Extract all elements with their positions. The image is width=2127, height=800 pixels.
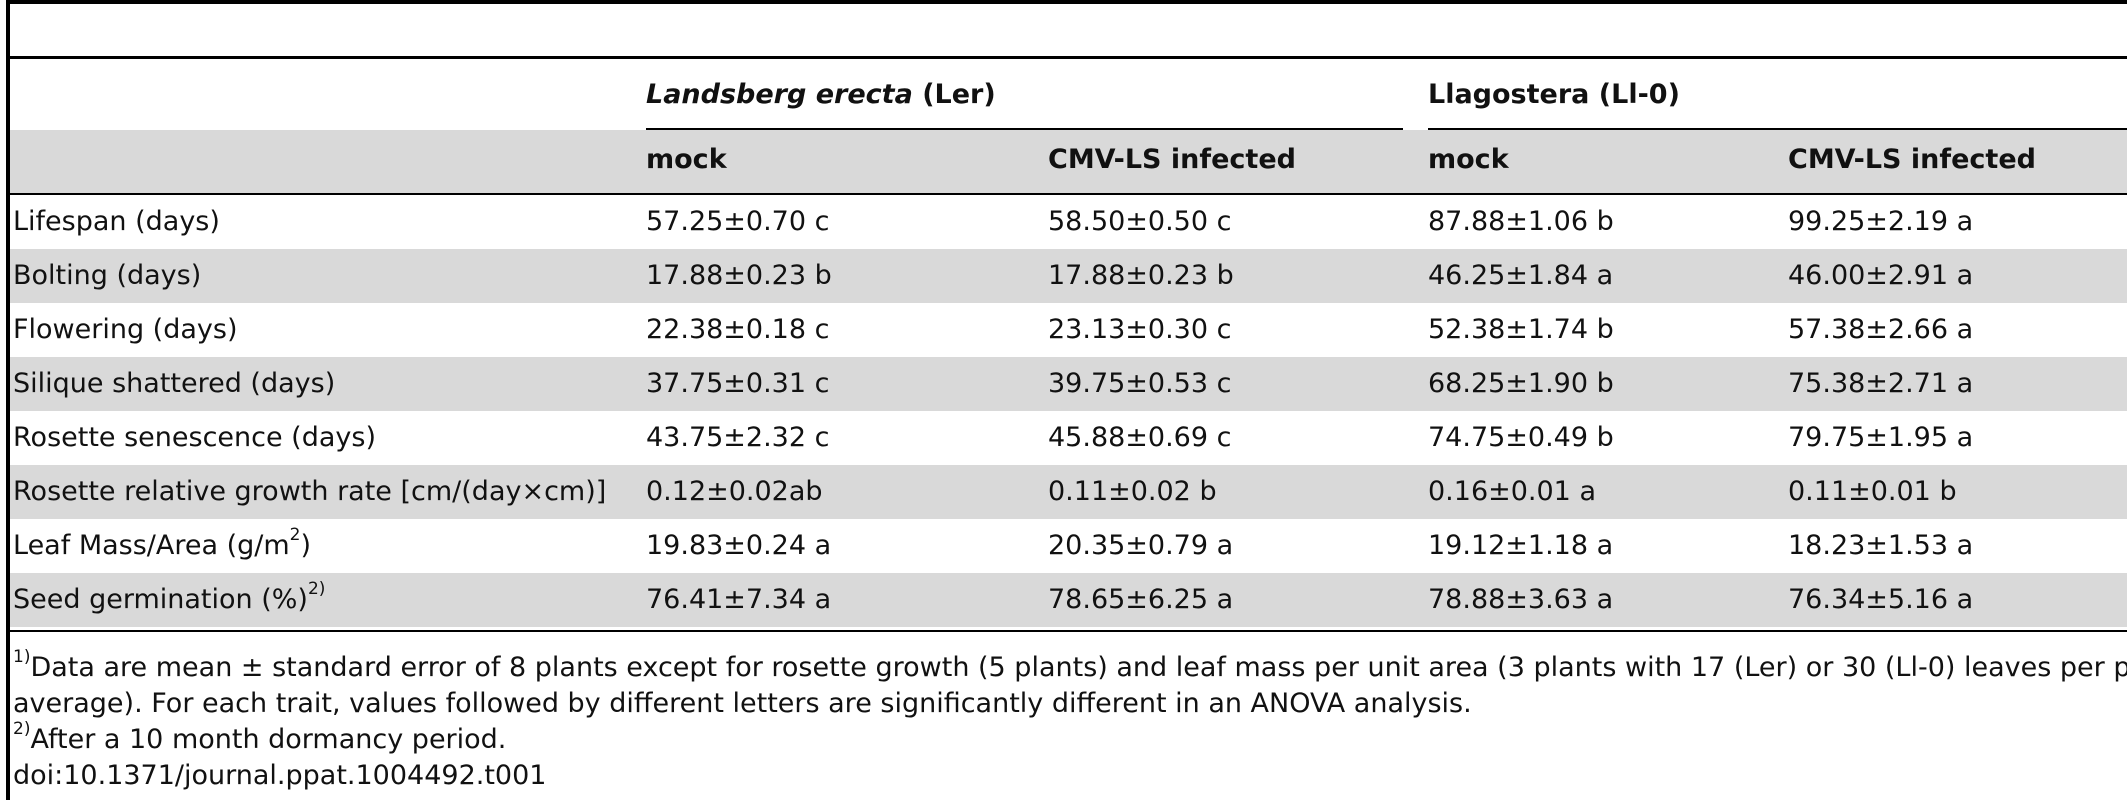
row-value: 45.88±0.69 c [1048,422,1232,453]
row-value: 0.12±0.02ab [646,476,823,507]
row-band [10,465,2127,519]
footnote-line: 2)After a 10 month dormancy period. [13,719,507,756]
row-value: 39.75±0.53 c [1048,368,1232,399]
row-value: 17.88±0.23 b [1048,260,1234,291]
subheader-ler-mock: mock [646,144,727,175]
row-label: Lifespan (days) [13,206,220,237]
row-value: 46.00±2.91 a [1788,260,1974,291]
row-value: 43.75±2.32 c [646,422,830,453]
row-value: 76.41±7.34 a [646,584,832,615]
row-value: 18.23±1.53 a [1788,530,1974,561]
subheader-rule [10,193,2127,195]
row-band [10,573,2127,627]
row-value: 75.38±2.71 a [1788,368,1974,399]
row-value: 57.25±0.70 c [646,206,830,237]
group-header-ler: Landsberg erecta (Ler) [646,79,996,110]
table-bottom-rule [10,630,2127,632]
row-label: Silique shattered (days) [13,368,336,399]
subheader-ler-infected: CMV-LS infected [1048,144,1296,175]
row-value: 79.75±1.95 a [1788,422,1974,453]
table-left-border [6,0,10,800]
row-label: Flowering (days) [13,314,238,345]
row-label: Leaf Mass/Area (g/m2) [13,525,312,562]
row-value: 99.25±2.19 a [1788,206,1974,237]
row-band [10,249,2127,303]
subheader-ll0-mock: mock [1428,144,1509,175]
row-value: 22.38±0.18 c [646,314,830,345]
row-value: 17.88±0.23 b [646,260,832,291]
footnote-line: average). For each trait, values followe… [13,688,1472,719]
row-value: 0.11±0.01 b [1788,476,1957,507]
table-top-rule [10,0,2127,4]
table-header-rule [10,56,2127,59]
row-value: 19.12±1.18 a [1428,530,1614,561]
row-value: 0.11±0.02 b [1048,476,1217,507]
row-value: 76.34±5.16 a [1788,584,1974,615]
row-label: Bolting (days) [13,260,202,291]
row-value: 19.83±0.24 a [646,530,832,561]
row-band [10,357,2127,411]
row-value: 78.88±3.63 a [1428,584,1614,615]
row-value: 0.16±0.01 a [1428,476,1596,507]
subheader-band [10,130,2127,193]
group-header-ll0: Llagostera (Ll-0) [1428,79,1680,110]
row-label: Rosette relative growth rate [cm/(day×cm… [13,476,607,507]
footnote-line: 1)Data are mean ± standard error of 8 pl… [13,647,2127,684]
row-value: 58.50±0.50 c [1048,206,1232,237]
row-value: 46.25±1.84 a [1428,260,1614,291]
row-value: 68.25±1.90 b [1428,368,1614,399]
row-value: 57.38±2.66 a [1788,314,1974,345]
row-label: Seed germination (%)2) [13,579,326,616]
row-value: 20.35±0.79 a [1048,530,1234,561]
footnote-line: doi:10.1371/journal.ppat.1004492.t001 [13,760,547,791]
row-value: 74.75±0.49 b [1428,422,1614,453]
row-value: 23.13±0.30 c [1048,314,1232,345]
row-value: 37.75±0.31 c [646,368,830,399]
row-label: Rosette senescence (days) [13,422,376,453]
group-rule-ll0 [1428,128,2127,130]
row-value: 78.65±6.25 a [1048,584,1234,615]
row-value: 87.88±1.06 b [1428,206,1614,237]
row-value: 52.38±1.74 b [1428,314,1614,345]
subheader-ll0-infected: CMV-LS infected [1788,144,2036,175]
group-rule-ler [646,128,1403,130]
